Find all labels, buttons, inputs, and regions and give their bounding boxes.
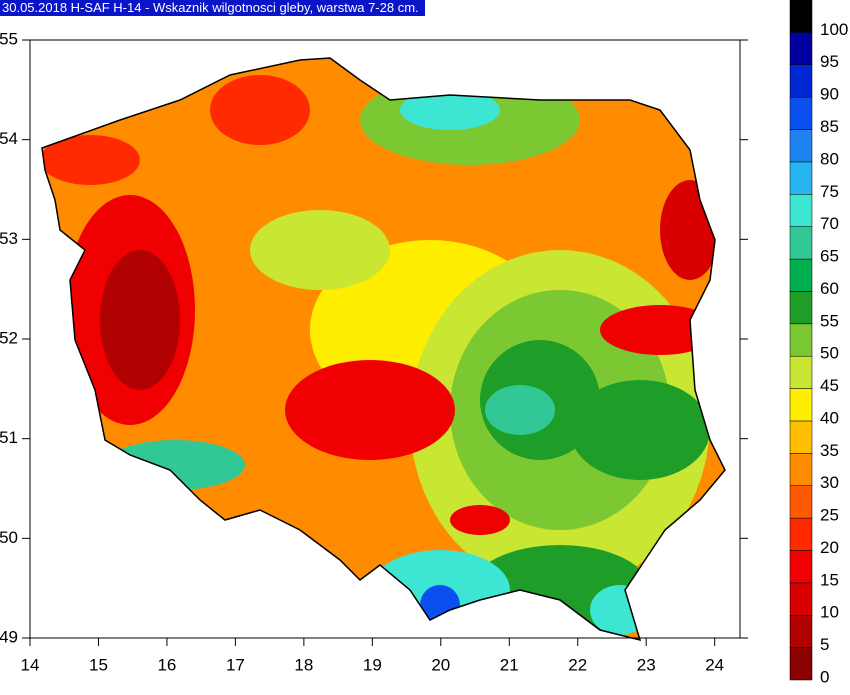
colorbar-bin — [789, 420, 813, 454]
colorbar-label: 15 — [820, 570, 839, 589]
colorbar-bin — [789, 226, 813, 260]
colorbar-bin — [789, 647, 813, 681]
colorbar-label: 50 — [820, 344, 839, 363]
y-tick-label: 55 — [0, 29, 18, 48]
x-tick-label: 16 — [157, 655, 176, 674]
map-title: 30.05.2018 H-SAF H-14 - Wskaznik wilgotn… — [0, 0, 425, 16]
colorbar-bin — [789, 355, 813, 389]
colorbar-bin — [789, 161, 813, 195]
colorbar-label: 40 — [820, 408, 839, 427]
colorbar-label: 70 — [820, 214, 839, 233]
colorbar-label: 65 — [820, 247, 839, 266]
colorbar-bin — [789, 96, 813, 130]
colorbar-label: 10 — [820, 603, 839, 622]
colorbar-label: 90 — [820, 85, 839, 104]
colorbar-label: 45 — [820, 376, 839, 395]
colorbar-label: 55 — [820, 311, 839, 330]
colorbar-label: 100 — [820, 20, 848, 39]
country-border — [41, 57, 726, 642]
y-tick-label: 54 — [0, 129, 18, 148]
colorbar-label: 35 — [820, 441, 839, 460]
x-tick-label: 15 — [89, 655, 108, 674]
colorbar-label: 5 — [820, 635, 829, 654]
colorbar-bin — [789, 388, 813, 422]
colorbar-bin — [789, 258, 813, 292]
colorbar-label: 20 — [820, 538, 839, 557]
x-tick-label: 24 — [705, 655, 724, 674]
y-tick-label: 51 — [0, 428, 18, 447]
colorbar-label: 85 — [820, 117, 839, 136]
x-tick-label: 21 — [500, 655, 519, 674]
colorbar-label: 80 — [820, 149, 839, 168]
colorbar-label: 95 — [820, 52, 839, 71]
colorbar-bin — [789, 485, 813, 519]
colorbar-bin — [789, 517, 813, 551]
colorbar-bin — [789, 194, 813, 227]
colorbar-label: 30 — [820, 473, 839, 492]
x-tick-label: 18 — [294, 655, 313, 674]
colorbar-label: 75 — [820, 182, 839, 201]
y-tick-label: 53 — [0, 229, 18, 248]
x-tick-label: 20 — [431, 655, 450, 674]
x-tick-label: 23 — [637, 655, 656, 674]
y-tick-label: 49 — [0, 627, 18, 646]
colorbar-bin — [789, 323, 813, 357]
colorbar-bin — [789, 32, 813, 66]
colorbar-label: 0 — [820, 667, 829, 686]
colorbar-bin — [789, 0, 813, 33]
x-tick-label: 14 — [21, 655, 40, 674]
colorbar-label: 60 — [820, 279, 839, 298]
y-tick-label: 52 — [0, 328, 18, 347]
colorbar-bin — [789, 550, 813, 584]
colorbar-bin — [789, 453, 813, 486]
x-tick-label: 17 — [226, 655, 245, 674]
colorbar-label: 25 — [820, 506, 839, 525]
colorbar-bin — [789, 129, 813, 163]
x-tick-label: 19 — [363, 655, 382, 674]
colorbar-bin — [789, 64, 813, 98]
soil-moisture-field — [42, 58, 725, 640]
colorbar-bin — [789, 582, 813, 616]
colorbar-bin — [789, 291, 813, 325]
x-tick-label: 22 — [568, 655, 587, 674]
colorbar-bin — [789, 614, 813, 648]
y-tick-label: 50 — [0, 528, 18, 547]
